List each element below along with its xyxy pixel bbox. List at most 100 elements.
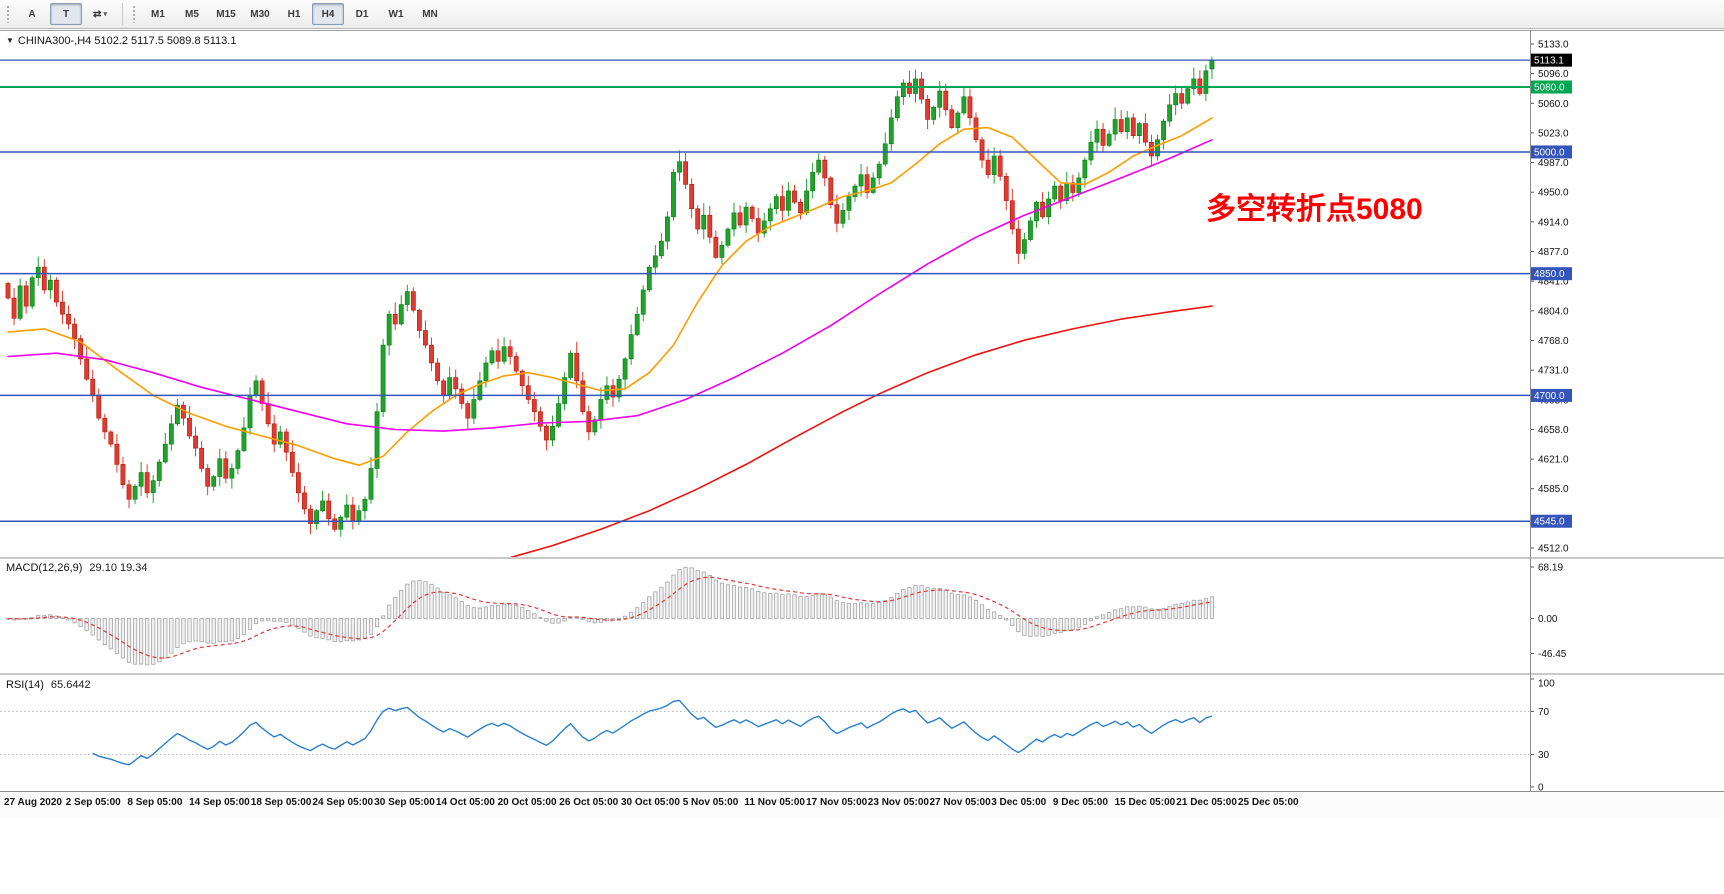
main-chart-canvas[interactable]: 5133.0 5096.0 5060.0 5023.0 4987.0 4950.0 4914… [0,30,1724,557]
candle [72,317,77,349]
timeframe-m1-button[interactable]: M1 [151,8,165,20]
toolbar-separator [122,3,123,25]
candle [507,339,513,365]
candle [132,484,138,504]
candle [1197,70,1203,96]
candle [550,415,555,447]
candle [423,320,428,349]
candle [223,451,229,484]
candle [1143,113,1148,147]
candle [247,387,253,435]
price-scale[interactable]: 5133.0 5096.0 5060.0 5023.0 4987.0 4950.0 4914… [1530,40,1569,555]
candle [302,485,307,515]
time-axis-label: 25 Dec 05:00 [1238,797,1299,808]
candle [1106,130,1112,148]
chart-dropdown-icon[interactable]: ▼ [6,36,14,45]
timeframe-mn-button[interactable]: MN [422,8,438,20]
candle [1203,64,1209,101]
hline-4850.0[interactable]: 4850.0 [0,267,1572,281]
candle [465,400,471,429]
hline-4545.0[interactable]: 4545.0 [0,514,1572,528]
candle [798,198,803,220]
price-axis-label: 4987.0 [1538,158,1569,169]
candle [580,372,586,415]
candle [441,378,446,405]
time-axis-label: 24 Sep 05:00 [312,797,374,808]
candle [374,402,380,479]
candle [78,335,83,365]
dropdown-caret-icon[interactable]: ▾ [103,11,107,18]
candle [997,149,1003,181]
panel-splitter-macd[interactable] [0,557,1724,559]
candle [985,148,991,179]
panel-splitter-rsi[interactable] [0,673,1724,675]
toolbar-drag-handle[interactable] [6,5,11,23]
time-axis-label: 14 Sep 05:00 [189,797,250,808]
candle [416,308,422,338]
timeframe-h4-button[interactable]: H4 [312,3,344,25]
candle [314,509,319,530]
moving-averages [7,117,1213,557]
time-axis-label: 20 Oct 05:00 [497,797,557,808]
candle [683,152,688,189]
text-tool-button[interactable]: T [50,3,82,25]
macd-signal-line [7,576,1213,659]
time-axis-label: 14 Oct 05:00 [435,797,495,808]
time-axis[interactable]: 27 Aug 2020 2 Sep 05:00 8 Sep 05:00 14 Sep … [0,791,1724,818]
candle [41,259,47,294]
candle [598,387,604,429]
macd-axis-label: 0.00 [1538,614,1558,625]
timeframe-m30-button[interactable]: M30 [250,8,270,20]
candle [332,513,338,532]
macd-axis-label: -46.45 [1538,649,1567,660]
candle [513,352,519,375]
hline-4700.0[interactable]: 4700.0 [0,388,1572,402]
toolbar-drag-handle[interactable] [132,5,137,23]
candle [156,459,162,487]
label-tool-button[interactable]: A [28,8,36,20]
candle [640,285,646,321]
timeframe-d1-button[interactable]: D1 [355,8,369,20]
candle [671,169,676,221]
candle [453,369,459,399]
rsi-panel-canvas[interactable]: 100 70 30 0 [0,675,1724,791]
candle [622,357,628,390]
candle [162,432,168,464]
annotation-text[interactable]: 多空转折点5080 [1206,193,1423,226]
candle [846,191,852,221]
hline-5113.1[interactable]: 5113.1 [0,53,1572,67]
rsi-axis-label: 30 [1538,750,1550,761]
cycle-arrows-button[interactable]: ⇄ ▾ [93,8,107,20]
candle [1161,118,1166,150]
macd-panel-canvas[interactable]: 68.19 0.00 -46.45 [0,559,1724,673]
candle [308,504,313,535]
chart-header: ▼ CHINA300-,H4 5102.2 5117.5 5089.8 5113.… [6,35,236,47]
price-axis-label: 4950.0 [1538,188,1569,199]
price-badge [1531,267,1572,281]
price-axis-label: 5060.0 [1538,99,1569,110]
candle [628,324,634,365]
candle [677,150,682,182]
candle [404,284,410,312]
hline-5000.0[interactable]: 5000.0 [0,145,1572,159]
ma-line-slow [509,305,1213,557]
candle [562,372,567,411]
timeframe-m15-button[interactable]: M15 [216,8,236,20]
candle [84,346,90,381]
candle [90,369,96,403]
timeframe-h1-button[interactable]: H1 [287,8,301,20]
candle [289,440,295,478]
price-badge [1531,388,1572,402]
hline-5080.0[interactable]: 5080.0 [0,80,1572,94]
candle [713,230,719,260]
time-axis-label: 3 Dec 05:00 [991,797,1047,808]
price-badge-label: 5113.1 [1534,56,1564,67]
candle [5,281,11,300]
candle [265,392,271,427]
timeframe-w1-button[interactable]: W1 [388,8,404,20]
candle [229,463,235,489]
candle [126,479,132,509]
candle [175,398,180,427]
timeframe-m5-button[interactable]: M5 [185,8,199,20]
